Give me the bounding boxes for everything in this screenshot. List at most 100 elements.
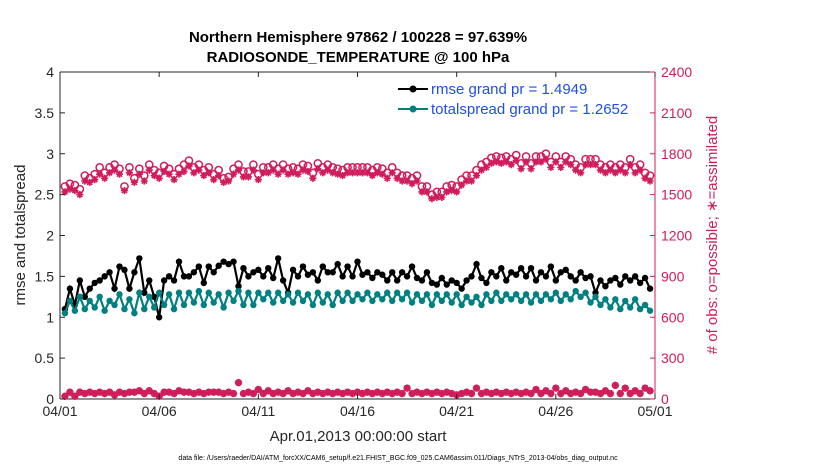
data-point (250, 301, 257, 309)
data-point (602, 282, 609, 290)
data-point (299, 297, 307, 305)
data-point (627, 304, 634, 311)
data-point-rejected-star (507, 389, 515, 398)
data-point-assimilated-stroke (606, 166, 614, 174)
data-point-assimilated-stroke (368, 171, 376, 180)
data-point-assimilated (254, 176, 262, 184)
data-point-assimilated (334, 170, 342, 178)
data-point (155, 289, 163, 296)
data-point-assimilated (91, 176, 99, 184)
data-point-rejected-star (224, 388, 233, 396)
data-point (369, 297, 376, 305)
data-point (522, 273, 530, 280)
data-point-rejected-star (299, 389, 307, 398)
data-point-assimilated-stroke (61, 188, 69, 196)
data-point-assimilated (373, 169, 381, 177)
data-point-assimilated-stroke (319, 169, 327, 177)
data-point (379, 271, 386, 278)
data-point-rejected-star (527, 389, 535, 398)
data-point-assimilated-stroke (567, 161, 575, 169)
data-point (96, 293, 103, 301)
data-point-rejected-star (170, 389, 178, 398)
data-point-rejected-star-stroke (180, 388, 188, 396)
data-point-assimilated-stroke (512, 156, 520, 165)
data-point-rejected-star (319, 389, 327, 398)
data-point (384, 289, 391, 296)
data-point-rejected-star (373, 388, 381, 396)
data-point (522, 291, 530, 298)
data-point (384, 277, 391, 284)
data-point-rejected-star (348, 389, 357, 398)
data-point-assimilated (626, 161, 634, 169)
data-point-rejected-star (477, 389, 486, 398)
data-point (527, 265, 535, 272)
data-point (453, 279, 460, 287)
data-point-rejected-star (522, 388, 530, 396)
data-point-rejected-star (329, 389, 337, 398)
data-point (260, 273, 267, 280)
data-point-assimilated-stroke (621, 169, 629, 177)
data-point-assimilated (487, 159, 495, 167)
x-tick-label: 04/01 (42, 403, 77, 419)
data-point-rejected-star (567, 389, 575, 398)
data-point-assimilated-stroke (155, 174, 163, 182)
data-point-assimilated (646, 177, 654, 185)
data-point-assimilated (140, 177, 148, 185)
data-point-assimilated (403, 177, 411, 185)
data-point-rejected-star (110, 391, 119, 399)
data-point-assimilated-stroke (76, 191, 84, 199)
data-point-assimilated (408, 180, 416, 188)
data-point-assimilated (547, 163, 555, 171)
data-point-rejected-star-stroke (636, 389, 644, 398)
data-point-assimilated-stroke (527, 165, 535, 173)
data-point-assimilated-stroke (185, 162, 193, 170)
data-point-rejected-star (334, 388, 342, 396)
data-point-rejected-star-stroke (591, 388, 600, 396)
data-point (245, 289, 252, 296)
data-point-rejected-star-stroke (522, 388, 530, 396)
data-point-assimilated (631, 169, 639, 177)
data-point (146, 277, 153, 284)
data-point-assimilated-stroke (477, 166, 486, 174)
data-point-rejected-star-stroke (175, 387, 183, 395)
data-point-rejected-star-stroke (487, 389, 495, 398)
data-point-assimilated (210, 176, 218, 184)
data-point-rejected-star (581, 385, 590, 394)
y-right-tick-label: 1200 (661, 228, 692, 244)
data-point (299, 263, 307, 270)
data-point-rejected-star-stroke (101, 389, 109, 398)
data-point-rejected-star (433, 388, 441, 396)
data-point-assimilated-stroke (403, 177, 411, 185)
data-point-rejected-star (279, 389, 287, 398)
data-point (537, 297, 545, 305)
data-point (463, 277, 470, 284)
data-point-assimilated (477, 166, 486, 174)
data-point-assimilated-stroke (224, 177, 233, 185)
data-point-assimilated (448, 186, 456, 195)
data-point-assimilated-stroke (329, 169, 337, 177)
data-point-assimilated-stroke (616, 166, 624, 174)
data-point (453, 291, 460, 298)
data-point-assimilated-stroke (636, 166, 644, 174)
data-point (622, 297, 629, 305)
axes-frame (59, 71, 656, 400)
data-point-rejected-star (175, 387, 183, 395)
data-point-assimilated (279, 166, 287, 174)
data-point (240, 265, 247, 272)
data-point-rejected-star-stroke (279, 389, 287, 398)
data-point-assimilated-stroke (646, 177, 654, 185)
data-point-assimilated (200, 171, 208, 180)
data-point (314, 289, 322, 296)
data-point (71, 307, 79, 314)
data-point-rejected-star (61, 392, 69, 400)
data-point-rejected-star (423, 388, 431, 396)
data-point (265, 265, 272, 272)
data-point-assimilated-stroke (160, 167, 168, 176)
data-point-assimilated (616, 166, 624, 174)
data-point (324, 291, 331, 298)
data-point-rejected-star (388, 389, 396, 398)
data-point-rejected-star (611, 381, 619, 389)
data-point (116, 291, 123, 298)
data-point-rejected-star (631, 387, 639, 395)
